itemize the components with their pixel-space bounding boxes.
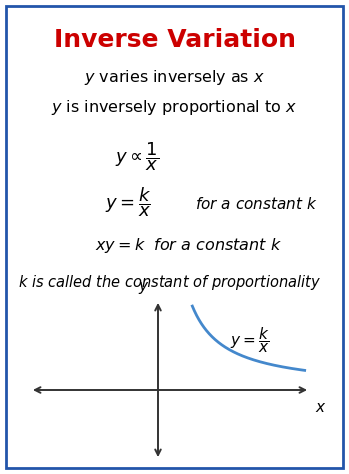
- Text: $xy = k$  for a constant $k$: $xy = k$ for a constant $k$: [95, 236, 282, 255]
- Text: Inverse Variation: Inverse Variation: [53, 28, 296, 52]
- Text: $y = \dfrac{k}{x}$: $y = \dfrac{k}{x}$: [230, 325, 269, 355]
- Text: $x$: $x$: [315, 400, 327, 415]
- Text: $y \propto \dfrac{1}{x}$: $y \propto \dfrac{1}{x}$: [115, 140, 159, 173]
- Text: for a constant $k$: for a constant $k$: [195, 196, 318, 212]
- Text: $k$ is called the constant of proportionality: $k$ is called the constant of proportion…: [18, 273, 321, 292]
- Text: $y$ varies inversely as $x$: $y$ varies inversely as $x$: [84, 68, 265, 87]
- Text: $y$: $y$: [139, 280, 150, 296]
- Text: $y = \dfrac{k}{x}$: $y = \dfrac{k}{x}$: [105, 185, 151, 219]
- Text: $y$ is inversely proportional to $x$: $y$ is inversely proportional to $x$: [51, 98, 298, 117]
